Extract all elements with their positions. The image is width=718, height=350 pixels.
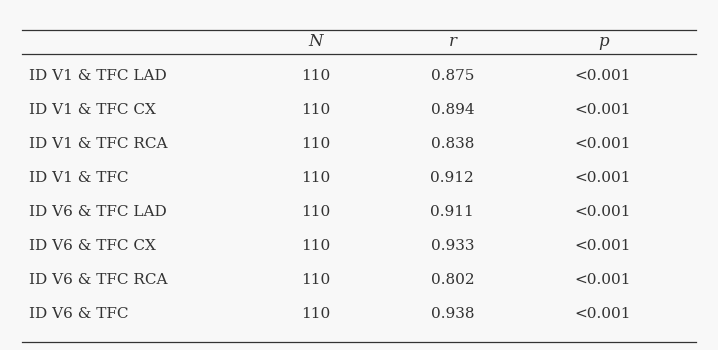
Text: 110: 110 — [302, 137, 330, 151]
Text: <0.001: <0.001 — [575, 171, 631, 185]
Text: <0.001: <0.001 — [575, 205, 631, 219]
Text: 110: 110 — [302, 171, 330, 185]
Text: 0.838: 0.838 — [431, 137, 474, 151]
Text: ID V6 & TFC CX: ID V6 & TFC CX — [29, 239, 156, 253]
Text: 0.938: 0.938 — [431, 307, 474, 321]
Text: 0.911: 0.911 — [431, 205, 474, 219]
Text: p: p — [598, 33, 608, 50]
Text: ID V1 & TFC RCA: ID V1 & TFC RCA — [29, 137, 167, 151]
Text: 110: 110 — [302, 205, 330, 219]
Text: 110: 110 — [302, 69, 330, 83]
Text: ID V6 & TFC: ID V6 & TFC — [29, 307, 129, 321]
Text: 110: 110 — [302, 103, 330, 117]
Text: <0.001: <0.001 — [575, 69, 631, 83]
Text: 0.912: 0.912 — [431, 171, 474, 185]
Text: 110: 110 — [302, 307, 330, 321]
Text: r: r — [448, 33, 457, 50]
Text: 110: 110 — [302, 273, 330, 287]
Text: 0.894: 0.894 — [431, 103, 474, 117]
Text: ID V1 & TFC CX: ID V1 & TFC CX — [29, 103, 156, 117]
Text: 0.802: 0.802 — [431, 273, 474, 287]
Text: <0.001: <0.001 — [575, 137, 631, 151]
Text: 110: 110 — [302, 239, 330, 253]
Text: N: N — [309, 33, 323, 50]
Text: ID V6 & TFC LAD: ID V6 & TFC LAD — [29, 205, 167, 219]
Text: ID V6 & TFC RCA: ID V6 & TFC RCA — [29, 273, 167, 287]
Text: <0.001: <0.001 — [575, 273, 631, 287]
Text: 0.875: 0.875 — [431, 69, 474, 83]
Text: ID V1 & TFC LAD: ID V1 & TFC LAD — [29, 69, 167, 83]
Text: <0.001: <0.001 — [575, 239, 631, 253]
Text: ID V1 & TFC: ID V1 & TFC — [29, 171, 129, 185]
Text: <0.001: <0.001 — [575, 103, 631, 117]
Text: 0.933: 0.933 — [431, 239, 474, 253]
Text: <0.001: <0.001 — [575, 307, 631, 321]
